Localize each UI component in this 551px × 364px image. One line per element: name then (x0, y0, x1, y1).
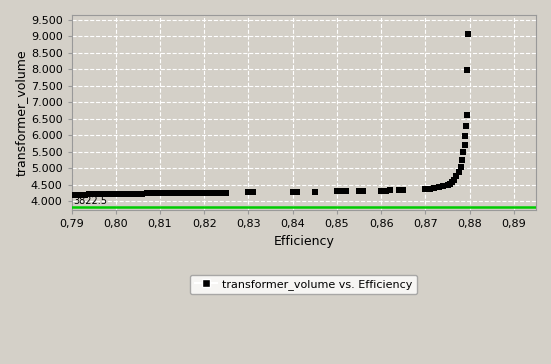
Point (213, 190, 222, 196)
Point (187, 190, 196, 196)
Point (164, 190, 173, 196)
Point (191, 190, 200, 196)
Point (355, 189, 364, 194)
Point (381, 188, 390, 194)
Point (200, 190, 209, 196)
Point (293, 189, 301, 195)
Point (80, 192, 89, 198)
Point (342, 189, 350, 194)
Point (125, 191, 133, 197)
Point (138, 191, 147, 197)
Point (452, 174, 461, 179)
Point (462, 123, 471, 129)
Point (151, 190, 160, 196)
Point (337, 189, 346, 194)
Point (425, 186, 434, 191)
Point (142, 190, 151, 196)
Point (450, 177, 458, 183)
Point (443, 182, 452, 188)
Point (174, 190, 182, 196)
Point (461, 142, 469, 147)
Point (399, 187, 408, 193)
Point (133, 191, 142, 197)
Point (89, 191, 98, 197)
Point (462, 67, 471, 73)
Point (421, 186, 430, 192)
Point (447, 179, 456, 185)
Point (98, 191, 107, 197)
Legend: transformer_volume vs. Efficiency: transformer_volume vs. Efficiency (190, 274, 417, 294)
Point (67, 192, 76, 198)
Point (116, 191, 125, 197)
Point (222, 190, 231, 196)
Point (147, 190, 155, 196)
Point (209, 190, 218, 196)
Point (244, 189, 253, 195)
Point (111, 191, 120, 197)
Point (439, 183, 447, 189)
Point (169, 190, 178, 196)
Point (94, 191, 102, 197)
Point (445, 181, 454, 187)
Point (160, 190, 169, 196)
Point (72, 192, 80, 198)
X-axis label: Efficiency: Efficiency (273, 235, 334, 248)
Point (76, 192, 85, 198)
Point (155, 190, 164, 196)
Point (359, 188, 368, 194)
Point (377, 188, 386, 194)
Point (463, 112, 472, 118)
Point (386, 187, 395, 193)
Point (333, 189, 342, 194)
Point (85, 191, 94, 197)
Point (129, 191, 138, 197)
Text: 3822.5: 3822.5 (74, 196, 108, 206)
Point (196, 190, 204, 196)
Point (461, 133, 469, 139)
Point (288, 189, 297, 195)
Point (456, 164, 465, 170)
Point (430, 185, 439, 191)
Point (434, 185, 443, 190)
Point (395, 187, 403, 193)
Point (454, 169, 463, 175)
Point (120, 191, 129, 197)
Y-axis label: transformer_volume: transformer_volume (15, 50, 28, 176)
Point (249, 189, 257, 195)
Point (464, 32, 473, 37)
Point (182, 190, 191, 196)
Point (107, 191, 116, 197)
Point (459, 150, 468, 155)
Point (218, 190, 226, 196)
Point (204, 190, 213, 196)
Point (458, 157, 467, 163)
Point (102, 191, 111, 197)
Point (310, 189, 319, 195)
Point (178, 190, 187, 196)
